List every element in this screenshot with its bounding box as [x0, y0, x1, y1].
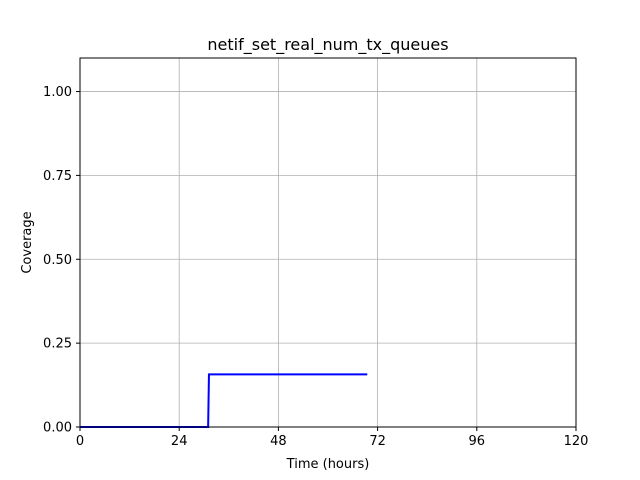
x-tick-label: 24 — [171, 434, 188, 449]
axes — [79, 57, 577, 428]
y-tick-label: 1.00 — [43, 85, 72, 100]
x-tick-label: 72 — [369, 434, 386, 449]
chart-title: netif_set_real_num_tx_queues — [207, 35, 448, 55]
y-tick-label: 0.50 — [43, 253, 72, 268]
x-tick-label: 96 — [469, 434, 486, 449]
x-axis-label: Time (hours) — [286, 457, 370, 472]
y-axis-label: Coverage — [20, 211, 35, 273]
x-tick-label: 0 — [76, 434, 84, 449]
y-tick-label: 0.25 — [43, 337, 72, 352]
plot-frame — [79, 57, 577, 428]
series-layer — [80, 373, 368, 428]
x-tick-label: 120 — [564, 434, 589, 449]
series-line — [80, 373, 368, 428]
x-tick-label: 48 — [270, 434, 287, 449]
y-tick-label: 0.00 — [43, 421, 72, 436]
y-tick-label: 0.75 — [43, 169, 72, 184]
grid — [79, 58, 577, 428]
ticks: 0 24 48 72 96 120 0.00 0.25 0.50 0.75 1.00 — [43, 85, 588, 449]
